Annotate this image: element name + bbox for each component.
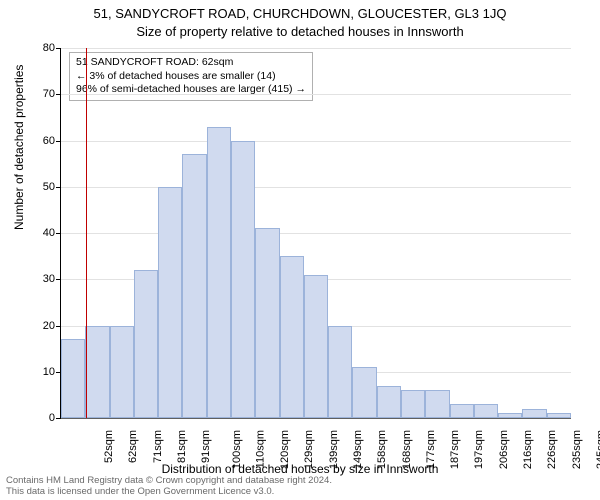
ytick-mark xyxy=(56,279,61,280)
ytick-mark xyxy=(56,418,61,419)
footer-line-2: This data is licensed under the Open Gov… xyxy=(6,487,332,498)
xtick-label: 62sqm xyxy=(127,430,139,463)
annotation-line-1: 51 SANDYCROFT ROAD: 62sqm xyxy=(76,56,306,70)
ytick-mark xyxy=(56,94,61,95)
histogram-bar xyxy=(474,404,498,418)
xtick-label: 110sqm xyxy=(254,430,266,468)
xtick-label: 71sqm xyxy=(152,430,164,463)
histogram-bar xyxy=(85,326,109,419)
histogram-bar xyxy=(255,228,279,418)
xtick-label: 52sqm xyxy=(103,430,115,463)
histogram-bar xyxy=(207,127,231,418)
xtick-label: 216sqm xyxy=(522,430,534,469)
reference-line xyxy=(86,48,87,418)
xtick-label: 168sqm xyxy=(401,430,413,469)
xtick-label: 206sqm xyxy=(498,430,510,469)
xtick-label: 197sqm xyxy=(474,430,486,469)
ytick-mark xyxy=(56,187,61,188)
xtick-label: 129sqm xyxy=(304,430,316,469)
histogram-bar xyxy=(304,275,328,418)
histogram-bar xyxy=(498,413,522,418)
histogram-bar xyxy=(377,386,401,418)
chart-title-line1: 51, SANDYCROFT ROAD, CHURCHDOWN, GLOUCES… xyxy=(0,6,600,21)
histogram-bar xyxy=(61,339,85,418)
ytick-mark xyxy=(56,326,61,327)
xtick-label: 158sqm xyxy=(376,430,388,469)
plot-area: 51 SANDYCROFT ROAD: 62sqm ← 3% of detach… xyxy=(60,48,571,419)
histogram-bar xyxy=(110,326,134,419)
histogram-bar xyxy=(522,409,546,418)
footer-attribution: Contains HM Land Registry data © Crown c… xyxy=(6,476,332,498)
gridline xyxy=(61,141,571,142)
xtick-label: 177sqm xyxy=(425,430,437,469)
ytick-mark xyxy=(56,233,61,234)
xtick-label: 149sqm xyxy=(352,430,364,469)
xtick-label: 120sqm xyxy=(279,430,291,469)
ytick-label: 0 xyxy=(15,412,55,424)
ytick-label: 30 xyxy=(15,273,55,285)
ytick-label: 10 xyxy=(15,366,55,378)
xtick-label: 139sqm xyxy=(328,430,340,469)
xtick-label: 226sqm xyxy=(546,430,558,469)
xtick-label: 100sqm xyxy=(231,430,243,469)
ytick-mark xyxy=(56,141,61,142)
chart-container: 51, SANDYCROFT ROAD, CHURCHDOWN, GLOUCES… xyxy=(0,0,600,500)
histogram-bar xyxy=(280,256,304,418)
ytick-label: 60 xyxy=(15,135,55,147)
gridline xyxy=(61,48,571,49)
annotation-line-2: ← 3% of detached houses are smaller (14) xyxy=(76,70,306,84)
histogram-bar xyxy=(547,413,571,418)
ytick-label: 20 xyxy=(15,320,55,332)
histogram-bar xyxy=(158,187,182,418)
xtick-label: 91sqm xyxy=(200,430,212,463)
histogram-bar xyxy=(231,141,255,419)
gridline xyxy=(61,187,571,188)
ytick-label: 80 xyxy=(15,42,55,54)
ytick-label: 50 xyxy=(15,181,55,193)
histogram-bar xyxy=(425,390,449,418)
histogram-bar xyxy=(182,154,206,418)
ytick-mark xyxy=(56,48,61,49)
xtick-label: 187sqm xyxy=(449,430,461,469)
gridline xyxy=(61,233,571,234)
xtick-label: 245sqm xyxy=(595,430,600,469)
histogram-bar xyxy=(401,390,425,418)
xtick-label: 235sqm xyxy=(571,430,583,469)
xtick-label: 81sqm xyxy=(176,430,188,463)
ytick-label: 70 xyxy=(15,88,55,100)
histogram-bar xyxy=(134,270,158,418)
histogram-bar xyxy=(450,404,474,418)
ytick-label: 40 xyxy=(15,227,55,239)
histogram-bar xyxy=(328,326,352,419)
gridline xyxy=(61,94,571,95)
chart-title-line2: Size of property relative to detached ho… xyxy=(0,24,600,39)
histogram-bar xyxy=(352,367,376,418)
